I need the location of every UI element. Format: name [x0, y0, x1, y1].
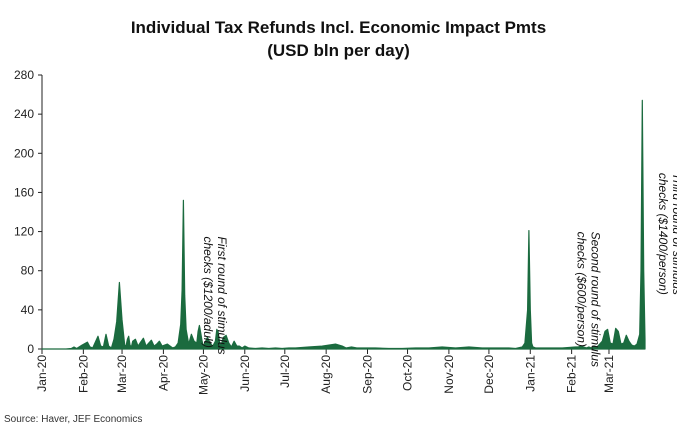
annotation-text: Second round of stimulus: [589, 232, 603, 367]
x-tick-label: Feb-20: [76, 355, 90, 393]
y-axis: 0 40 80 120 160 200 240 280: [14, 68, 43, 356]
y-tick-label: 120: [14, 225, 34, 239]
plot-series: [41, 99, 646, 350]
x-tick-label: Jan-20: [35, 355, 49, 392]
x-tick-label: Jun-20: [238, 355, 252, 392]
series-area: [41, 99, 646, 350]
annotation-text: checks ($600/person): [575, 232, 589, 347]
x-tick-label: Mar-21: [602, 355, 616, 393]
y-tick-label: 80: [21, 264, 35, 278]
annotation-text: First round of stimulus: [215, 236, 229, 354]
x-tick-label: Dec-20: [482, 355, 496, 394]
x-axis: Jan-20 Feb-20 Mar-20 Apr-20 May-20 Jun-20 Jul-…: [35, 348, 645, 395]
x-tick-label: Apr-20: [156, 355, 170, 391]
annotation-text: checks ($1400/person): [656, 173, 670, 295]
chart-subtitle: (USD bln per day): [267, 41, 410, 60]
source-note: Source: Haver, JEF Economics: [4, 414, 143, 425]
annotation-text: Third round of stimulus: [670, 173, 677, 295]
y-tick-label: 160: [14, 185, 34, 199]
y-tick-label: 0: [27, 342, 34, 356]
x-tick-label: Mar-20: [115, 355, 129, 393]
y-tick-label: 200: [14, 146, 34, 160]
x-tick-label: May-20: [196, 355, 210, 395]
annotation-text: checks ($1200/adult): [201, 236, 215, 347]
y-tick-label: 40: [21, 303, 35, 317]
x-tick-label: Jan-21: [523, 355, 537, 392]
x-tick-label: Oct-20: [401, 355, 415, 391]
chart-title: Individual Tax Refunds Incl. Economic Im…: [130, 18, 547, 37]
y-tick-label: 240: [14, 107, 34, 121]
x-tick-label: Jul-20: [278, 355, 292, 388]
x-tick-label: Feb-21: [565, 355, 579, 393]
x-tick-label: Sep-20: [361, 355, 375, 394]
y-tick-label: 280: [14, 68, 34, 82]
x-tick-label: Nov-20: [442, 355, 456, 394]
x-tick-label: Aug-20: [319, 355, 333, 394]
